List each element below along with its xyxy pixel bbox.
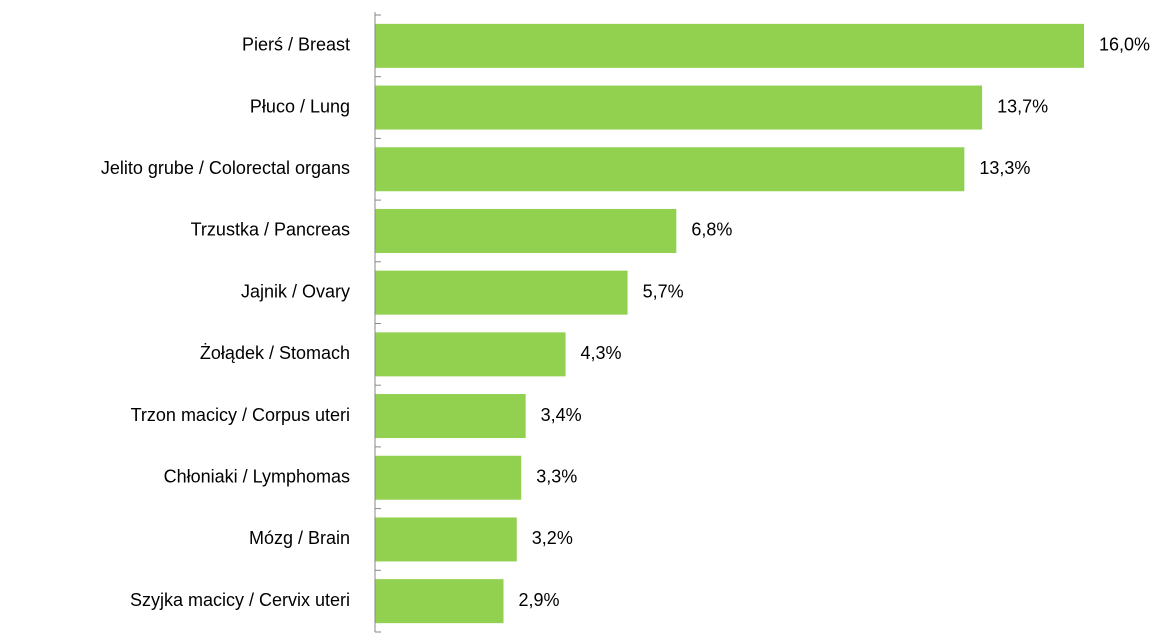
category-label: Trzustka / Pancreas	[191, 220, 350, 240]
bar	[375, 517, 517, 562]
bar	[375, 332, 566, 377]
value-label: 13,3%	[979, 158, 1030, 178]
bar	[375, 579, 504, 624]
bar	[375, 147, 965, 192]
bar	[375, 208, 677, 253]
category-label: Jelito grube / Colorectal organs	[101, 158, 350, 178]
bar	[375, 85, 983, 130]
category-label: Jajnik / Ovary	[241, 281, 350, 301]
bar	[375, 23, 1084, 68]
category-label: Pierś / Breast	[242, 35, 350, 55]
category-label: Żołądek / Stomach	[200, 343, 350, 363]
category-label: Trzon macicy / Corpus uteri	[131, 405, 350, 425]
bar	[375, 394, 526, 439]
value-label: 3,3%	[536, 467, 577, 487]
category-label: Płuco / Lung	[250, 96, 350, 116]
value-label: 3,4%	[541, 405, 582, 425]
value-label: 5,7%	[643, 281, 684, 301]
category-label: Mózg / Brain	[249, 528, 350, 548]
category-label: Szyjka macicy / Cervix uteri	[130, 590, 350, 610]
value-label: 16,0%	[1099, 35, 1150, 55]
value-label: 6,8%	[691, 220, 732, 240]
category-label: Chłoniaki / Lymphomas	[164, 467, 350, 487]
value-label: 13,7%	[997, 96, 1048, 116]
bar	[375, 270, 628, 315]
value-label: 3,2%	[532, 528, 573, 548]
value-label: 2,9%	[519, 590, 560, 610]
bar	[375, 455, 522, 500]
value-label: 4,3%	[581, 343, 622, 363]
